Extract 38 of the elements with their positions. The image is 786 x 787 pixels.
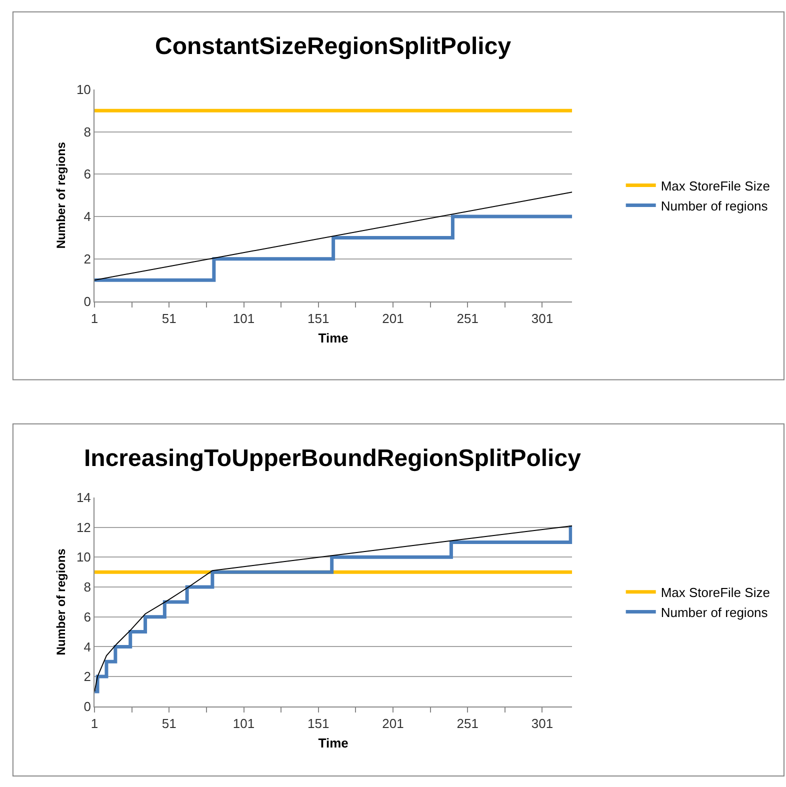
y-tick-label: 0 — [84, 294, 91, 309]
x-tick-label: 51 — [162, 310, 176, 326]
legend-label: Number of regions — [660, 604, 768, 620]
x-tick-label: 201 — [382, 716, 404, 732]
x-tick-label: 1 — [90, 310, 98, 326]
chart-title: ConstantSizeRegionSplitPolicy — [155, 33, 512, 60]
x-tick-label: 151 — [308, 310, 330, 326]
y-tick-label: 6 — [84, 609, 91, 624]
x-axis-title: Time — [318, 330, 348, 346]
chart-title: IncreasingToUpperBoundRegionSplitPolicy — [84, 445, 582, 472]
y-tick-label: 2 — [84, 669, 91, 684]
y-axis-title: Number of regions — [54, 142, 68, 249]
x-tick-label: 251 — [456, 716, 478, 732]
y-tick-label: 4 — [84, 639, 91, 654]
x-tick-label: 301 — [531, 716, 554, 732]
x-tick-label: 101 — [232, 716, 255, 732]
y-tick-label: 14 — [76, 490, 91, 506]
y-tick-label: 10 — [76, 82, 91, 97]
x-tick-label: 151 — [308, 716, 330, 732]
x-tick-label: 251 — [456, 310, 478, 326]
legend-label: Max StoreFile Size — [660, 178, 770, 194]
y-tick-label: 6 — [84, 166, 91, 182]
y-tick-label: 8 — [84, 124, 91, 140]
y-tick-label: 8 — [84, 580, 91, 595]
legend-label: Max StoreFile Size — [660, 584, 770, 600]
x-tick-label: 101 — [232, 310, 255, 326]
x-tick-label: 51 — [162, 716, 176, 732]
y-tick-label: 10 — [76, 550, 91, 565]
x-tick-label: 301 — [531, 310, 554, 326]
y-tick-label: 0 — [84, 698, 91, 714]
legend-label: Number of regions — [660, 198, 768, 214]
y-tick-label: 12 — [76, 520, 91, 535]
y-tick-label: 4 — [84, 209, 91, 224]
y-axis-title: Number of regions — [54, 548, 68, 656]
y-tick-label: 2 — [84, 251, 91, 266]
x-tick-label: 1 — [90, 716, 98, 732]
x-tick-label: 201 — [382, 310, 404, 326]
x-axis-title: Time — [318, 736, 348, 751]
